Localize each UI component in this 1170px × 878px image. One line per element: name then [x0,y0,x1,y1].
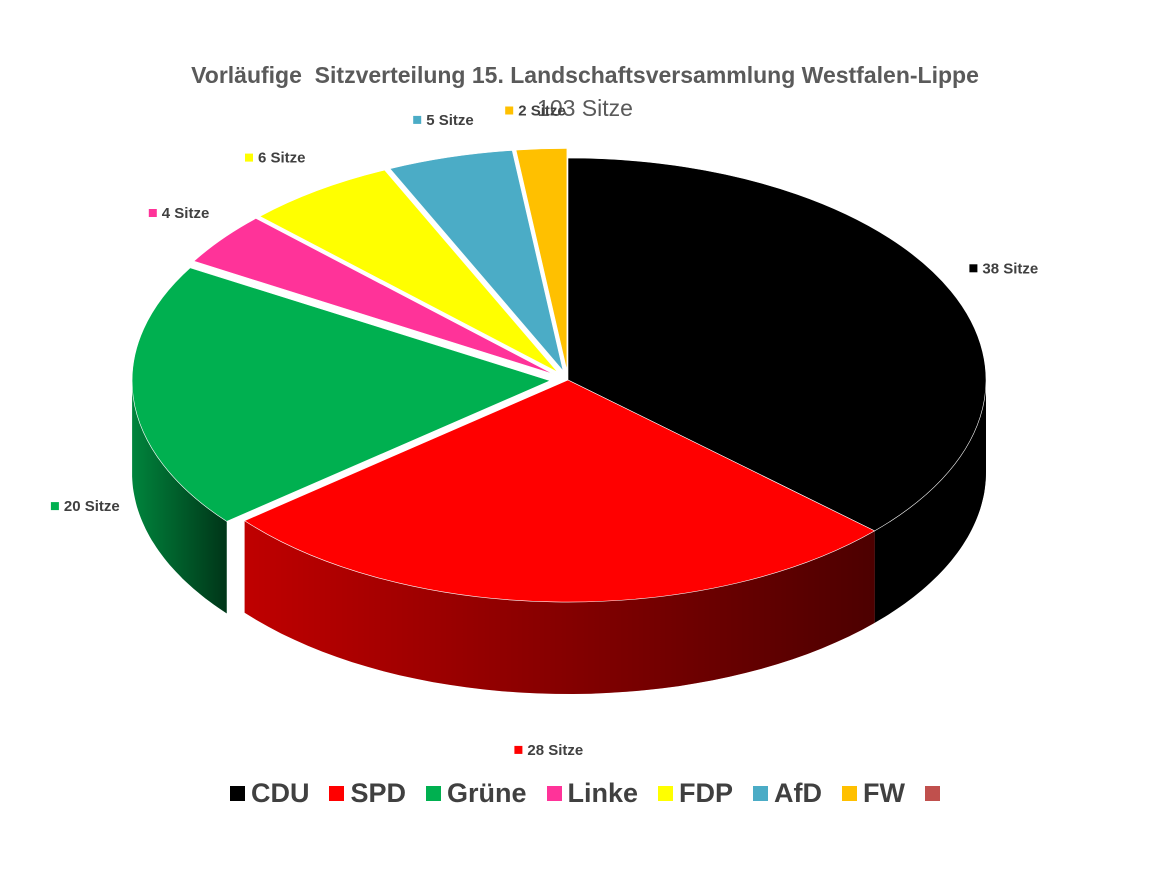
legend-item-linke: Linke [546,778,639,809]
data-label-marker-afd [413,115,422,124]
legend-swatch [546,786,562,801]
data-label-marker-cdu [969,264,978,273]
data-label-marker-fdp [245,153,253,162]
pie-side-shade-gr-ne [132,380,227,614]
legend-swatch [842,786,858,801]
legend-swatch [426,786,441,801]
legend-swatch [229,786,245,801]
legend-label: CDU [250,778,310,808]
data-label-marker-gr-ne [50,502,59,511]
pie-side-shade-spd [244,520,875,694]
legend-swatch-extra [925,786,941,801]
legend-label: FDP [679,778,734,808]
pie-slice-afd [389,150,564,371]
pie-side-shade-cdu [874,380,986,623]
legend-item-spd: SPD [329,778,406,809]
data-label-marker-spd [514,745,523,754]
pie-slice-gr-ne [131,267,551,522]
data-label-linke: 4 Sitze [162,205,210,222]
legend-label: Grüne [447,778,527,808]
chart-title: Vorläufige Sitzverteilung 15. Landschaft… [191,62,979,88]
legend-item-fdp: FDP [658,778,733,809]
data-label-fw: 2 Sitze [518,103,566,120]
legend-item-gr-ne: Grüne [426,778,527,809]
pie-slice-linke [193,218,554,375]
legend-label: AfD [774,778,823,808]
pie-slice-spd [243,379,876,603]
data-label-cdu: 38 Sitze [982,260,1038,277]
data-label-spd: 28 Sitze [527,742,583,759]
data-label-fdp: 6 Sitze [258,150,306,167]
data-label-marker-linke [148,209,157,217]
data-label-afd: 5 Sitze [426,112,474,129]
pie-slice-fw [515,148,568,371]
legend-item-cdu: CDU [229,778,310,809]
legend-swatch [329,786,345,801]
legend-swatch [753,786,769,801]
chart-legend: CDU SPD Grüne Linke FDP AfD FW [0,778,1170,809]
data-label-marker-fw [505,106,514,115]
legend-item-fw: FW [842,778,905,809]
chart-subtitle: 103 Sitze [537,95,633,121]
data-label-gr-ne: 20 Sitze [64,498,120,515]
pie-slice-fdp [259,169,558,373]
pie-slice-cdu [567,157,987,532]
legend-label: FW [863,778,906,808]
legend-item-afd: AfD [753,778,822,809]
legend-label: Linke [567,778,639,808]
legend-swatch [658,786,674,801]
legend-label: SPD [350,778,406,808]
